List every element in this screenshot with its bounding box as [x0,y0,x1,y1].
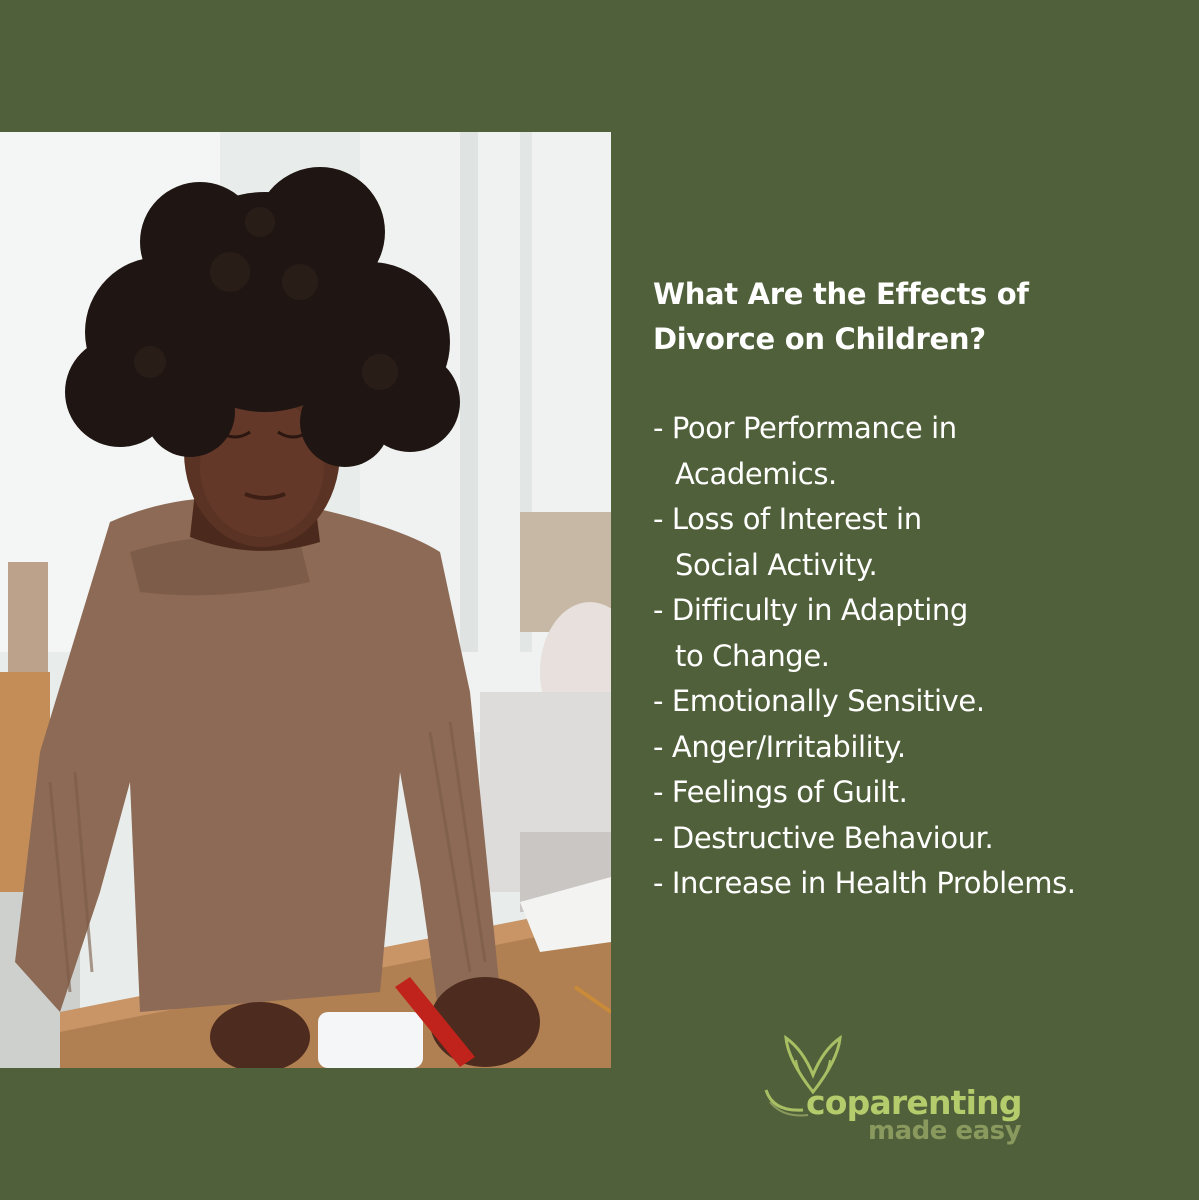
title-line-2: Divorce on Children? [653,322,986,356]
effect-text: - Destructive Behaviour. [653,820,994,855]
effect-text-continued: Academics. [675,456,837,491]
logo-wordmark: coparenting [806,1083,1022,1122]
effect-item: - Destructive Behaviour. [653,816,1173,862]
effect-item: - Emotionally Sensitive. [653,679,1173,725]
effect-item: - Anger/Irritability. [653,725,1173,771]
effect-text: - Emotionally Sensitive. [653,684,985,718]
title: What Are the Effects of Divorce on Child… [653,272,1173,362]
effect-text: - Anger/Irritability. [653,729,906,764]
effect-text: - Feelings of Guilt. [653,775,908,809]
effect-text: - Loss of Interest in [653,502,922,536]
effects-panel: What Are the Effects of Divorce on Child… [653,272,1173,907]
effect-text: - Difficulty in Adapting [653,593,968,627]
effect-item: - Poor Performance in Academics. [653,406,1173,497]
effect-item: - Loss of Interest in Social Activity. [653,497,1173,588]
effect-text-continued: Social Activity. [675,547,878,582]
effect-text: - Increase in Health Problems. [653,866,1076,900]
child-photo-illustration [0,132,611,1068]
effects-list: - Poor Performance in Academics. - Loss … [653,406,1173,907]
logo-tagline: made easy [868,1116,1022,1146]
effect-item: - Increase in Health Problems. [653,861,1173,907]
effect-item: - Difficulty in Adapting to Change. [653,588,1173,679]
effect-text-continued: to Change. [675,638,830,673]
child-photo [0,132,611,1068]
brand-logo: coparenting made easy [758,1030,1058,1150]
title-line-1: What Are the Effects of [653,277,1029,311]
butterfly-logo-icon [764,1034,842,1117]
effect-item: - Feelings of Guilt. [653,770,1173,816]
effect-text: - Poor Performance in [653,411,957,445]
